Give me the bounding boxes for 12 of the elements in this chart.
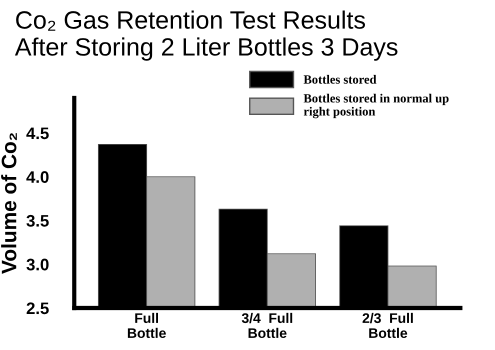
x-tick-label: 3/4 Full Bottle — [242, 312, 292, 338]
y-tick-label: 4.5 — [26, 128, 49, 140]
legend-label: Bottles stored in normal up right position — [304, 94, 449, 118]
y-tick-label: 2.5 — [26, 302, 49, 314]
x-tick-label: 2/3 Full Bottle — [362, 312, 413, 338]
y-axis-title: Volume of Co₂ — [1, 133, 17, 274]
x-tick-label: Full Bottle — [128, 312, 166, 338]
legend-label: Bottles stored — [304, 74, 376, 84]
y-tick-label: 3.0 — [26, 258, 49, 270]
y-tick-label: 3.5 — [26, 214, 49, 227]
y-tick-label: 4.0 — [26, 171, 49, 183]
chart-title: Co₂ Gas Retention Test Results After Storing 2 Liter Bottles 3 Days — [14, 10, 398, 61]
